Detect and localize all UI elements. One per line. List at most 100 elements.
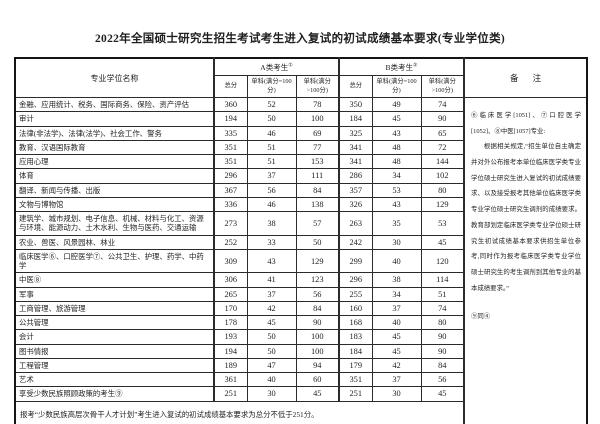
col-header-b-total: 总分 <box>338 75 373 98</box>
score-a-total: 273 <box>213 211 248 236</box>
score-b-subover100: 65 <box>420 125 465 141</box>
table-row: 中医⑧ 306 41 123 296 38 114 <box>14 272 587 288</box>
score-a-total: 306 <box>213 272 248 288</box>
col-header-a-sub100: 单科(满分=100分) <box>246 75 297 98</box>
degree-name-cell: 中医⑧ <box>14 272 215 288</box>
score-b-total: 325 <box>338 125 373 141</box>
score-a-sub100: 40 <box>246 371 297 388</box>
score-b-sub100: 45 <box>371 343 422 359</box>
score-a-subover100: 84 <box>295 182 340 198</box>
score-b-subover100: 90 <box>420 343 465 359</box>
degree-name-cell: 工程管理 <box>14 357 215 374</box>
score-b-total: 242 <box>338 234 373 250</box>
score-a-total: 252 <box>213 234 248 250</box>
score-a-total: 194 <box>213 111 248 127</box>
degree-name-cell: 教育、汉语国际教育 <box>14 139 215 156</box>
score-b-total: 168 <box>338 314 373 331</box>
score-b-sub100: 40 <box>371 248 422 274</box>
score-a-total: 361 <box>213 371 248 388</box>
group-b-label: B类考生 <box>385 62 414 72</box>
score-a-subover100: 94 <box>295 357 340 374</box>
table-row: 文物与博物馆 336 46 138 326 43 129 <box>14 196 587 213</box>
col-header-b-sub100: 单科(满分=100分) <box>371 75 422 98</box>
score-b-total: 341 <box>338 153 373 170</box>
score-a-subover100: 69 <box>295 125 340 141</box>
score-a-sub100: 47 <box>246 357 297 374</box>
score-b-total: 299 <box>338 248 373 274</box>
table-row: 公共管理 178 45 90 168 40 80 <box>14 314 587 331</box>
score-a-subover100: 45 <box>295 386 340 402</box>
degree-name-cell: 翻译、新闻与传播、出版 <box>14 182 215 198</box>
score-b-sub100: 30 <box>371 234 422 250</box>
score-a-subover100: 153 <box>295 153 340 170</box>
score-b-subover100: 51 <box>420 286 465 302</box>
col-header-degree-name: 专业学位名称 <box>14 57 215 98</box>
score-a-total: 336 <box>213 196 248 213</box>
score-b-sub100: 43 <box>371 125 422 141</box>
score-a-sub100: 45 <box>246 314 297 331</box>
score-a-sub100: 38 <box>246 211 297 236</box>
score-a-total: 251 <box>213 386 248 402</box>
score-b-subover100: 80 <box>420 182 465 198</box>
score-a-total: 351 <box>213 153 248 170</box>
score-b-sub100: 45 <box>371 329 422 345</box>
score-a-sub100: 41 <box>246 272 297 288</box>
score-b-subover100: 90 <box>420 329 465 345</box>
remarks-cell: ⑥临床医学[1051]、⑦口腔医学[1052]、⑧中医[1057]专业: 根据相关… <box>463 97 588 424</box>
score-a-sub100: 42 <box>246 300 297 317</box>
score-requirements-table: 专业学位名称 A类考生① B类考生② 备 注 总分 单科(满分=100分) 单科… <box>14 57 589 424</box>
table-row: 艺术 361 40 60 351 37 56 <box>14 371 587 388</box>
header-row-subcolumns: 总分 单科(满分=100分) 单科(满分>100分) 总分 单科(满分=100分… <box>15 75 587 98</box>
degree-name-cell: 享受少数民族照顾政策的考生⑨ <box>14 386 215 402</box>
score-b-sub100: 34 <box>371 286 422 302</box>
score-b-total: 326 <box>338 196 373 213</box>
score-a-subover100: 138 <box>295 196 340 213</box>
score-a-subover100: 84 <box>295 300 340 317</box>
degree-name-cell: 军事 <box>14 286 215 302</box>
degree-name-cell: 建筑学、城市规划、电子信息、机械、材料与化工、资源与环境、能源动力、土木水利、生… <box>14 211 215 236</box>
score-a-subover100: 123 <box>295 272 340 288</box>
score-a-subover100: 60 <box>295 371 340 388</box>
score-b-total: 183 <box>338 329 373 345</box>
score-b-subover100: 129 <box>420 196 465 213</box>
score-a-total: 367 <box>213 182 248 198</box>
degree-name-cell: 图书情报 <box>14 343 215 359</box>
score-a-total: 335 <box>213 125 248 141</box>
score-a-subover100: 111 <box>295 168 340 184</box>
score-b-sub100: 37 <box>371 371 422 388</box>
score-a-total: 296 <box>213 168 248 184</box>
degree-name-cell: 法律(非法学)、法律(法学)、社会工作、警务 <box>14 125 215 141</box>
score-a-sub100: 50 <box>246 329 297 345</box>
col-header-group-a: A类考生① <box>213 57 340 76</box>
score-b-sub100: 48 <box>371 139 422 156</box>
score-b-total: 263 <box>338 211 373 236</box>
degree-name-cell: 工商管理、旅游管理 <box>14 300 215 317</box>
score-b-subover100: 74 <box>420 96 465 113</box>
degree-name-cell: 文物与博物馆 <box>14 196 215 213</box>
footnote-row: 报考“少数民族高层次骨干人才计划”考生进入复试的初试成绩基本要求为总分不低于25… <box>14 400 587 424</box>
score-b-sub100: 49 <box>371 96 422 113</box>
score-b-sub100: 53 <box>371 182 422 198</box>
table-footnote: 报考“少数民族高层次骨干人才计划”考生进入复试的初试成绩基本要求为总分不低于25… <box>14 400 465 424</box>
remarks-paragraph: 根据相关规定,“招生单位自主确定并对外公布报考本单位临床医学类专业学位硕士研究生… <box>471 143 582 292</box>
score-a-subover100: 78 <box>295 96 340 113</box>
table-row: 会计 193 50 100 183 45 90 <box>14 329 587 345</box>
col-header-b-subover100: 单科(满分>100分) <box>420 75 465 98</box>
table-row: 金融、应用统计、税务、国际商务、保险、资产评估 360 52 78 350 49 74 ⑥临床… <box>14 96 588 424</box>
score-a-total: 194 <box>213 343 248 359</box>
degree-name-cell: 审计 <box>14 111 215 127</box>
remarks-paragraph: ⑥临床医学[1051]、⑦口腔医学[1052]、⑧中医[1057]专业: <box>471 112 582 135</box>
score-a-subover100: 100 <box>295 343 340 359</box>
score-a-total: 351 <box>213 139 248 156</box>
score-b-subover100: 45 <box>420 386 465 402</box>
score-a-sub100: 51 <box>246 153 297 170</box>
degree-name-cell: 艺术 <box>14 371 215 388</box>
group-b-footnote-mark: ② <box>413 63 418 68</box>
score-a-subover100: 57 <box>295 211 340 236</box>
remarks-paragraph: ⑨同④ <box>471 313 491 321</box>
score-b-subover100: 56 <box>420 371 465 388</box>
score-b-sub100: 40 <box>371 314 422 331</box>
table-row: 农业、兽医、风景园林、林业 252 33 50 242 30 45 <box>14 234 587 250</box>
score-b-subover100: 120 <box>420 248 465 274</box>
score-b-total: 179 <box>338 357 373 374</box>
